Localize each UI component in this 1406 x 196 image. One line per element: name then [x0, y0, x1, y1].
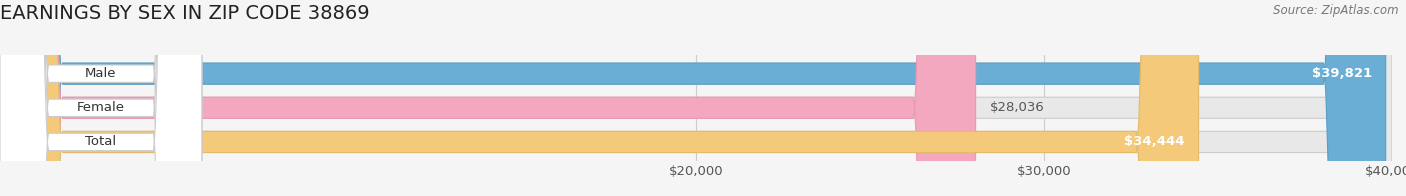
FancyBboxPatch shape	[0, 0, 976, 196]
Text: $28,036: $28,036	[990, 101, 1045, 114]
Text: Source: ZipAtlas.com: Source: ZipAtlas.com	[1274, 4, 1399, 17]
Text: $39,821: $39,821	[1312, 67, 1372, 80]
Text: Male: Male	[86, 67, 117, 80]
FancyBboxPatch shape	[0, 0, 202, 196]
FancyBboxPatch shape	[0, 0, 202, 196]
FancyBboxPatch shape	[0, 0, 202, 196]
Text: EARNINGS BY SEX IN ZIP CODE 38869: EARNINGS BY SEX IN ZIP CODE 38869	[0, 4, 370, 23]
Text: Total: Total	[86, 135, 117, 148]
FancyBboxPatch shape	[0, 0, 1198, 196]
Text: $34,444: $34,444	[1125, 135, 1185, 148]
Text: Female: Female	[77, 101, 125, 114]
